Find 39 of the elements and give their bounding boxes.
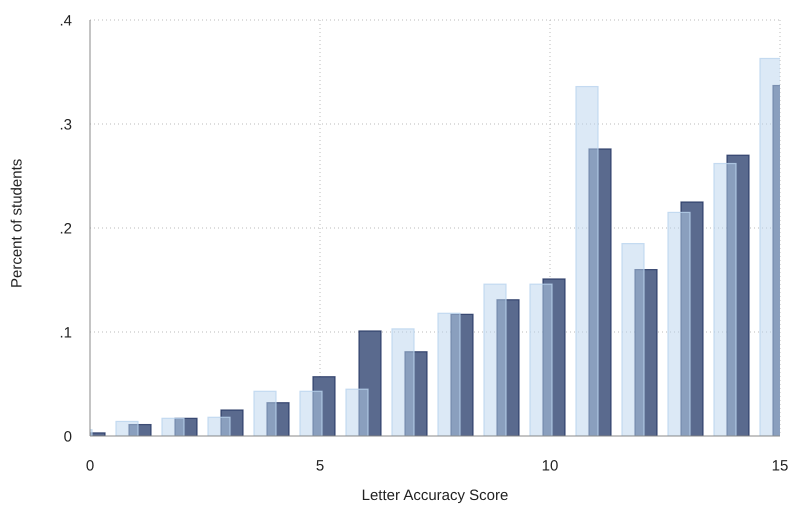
bar	[588, 148, 612, 436]
bar	[115, 420, 139, 436]
bar	[634, 269, 658, 436]
x-tick-label: 0	[86, 458, 94, 475]
bar	[253, 390, 277, 436]
bar	[496, 299, 520, 436]
bar	[266, 402, 290, 436]
bar	[529, 284, 553, 436]
bar	[575, 86, 599, 436]
bar	[207, 416, 231, 436]
bar	[621, 243, 645, 436]
bar	[483, 284, 507, 436]
bar	[713, 162, 737, 436]
x-tick-label: 10	[542, 458, 558, 475]
bar	[161, 418, 185, 436]
y-tick-label: .4	[59, 12, 72, 30]
bar	[391, 328, 415, 436]
x-tick-label: 5	[316, 458, 324, 475]
bar	[726, 154, 750, 436]
y-axis-title: Percent of students	[8, 158, 26, 288]
bar	[667, 212, 691, 436]
bar	[437, 312, 461, 436]
y-tick-label: .3	[59, 116, 72, 134]
bar	[128, 424, 152, 436]
bar	[312, 376, 336, 436]
bar	[358, 330, 382, 436]
x-tick-label: 15	[772, 458, 788, 475]
bar	[299, 390, 323, 436]
bar	[680, 201, 704, 436]
bar	[174, 418, 198, 436]
y-tick-label: .2	[59, 220, 72, 238]
bar	[345, 388, 369, 436]
y-tick-label: 0	[64, 428, 72, 446]
bar	[404, 351, 428, 436]
bar	[450, 314, 474, 436]
bar	[542, 278, 566, 436]
bar	[220, 409, 244, 436]
x-axis-title: Letter Accuracy Score	[362, 487, 508, 504]
y-tick-label: .1	[59, 324, 72, 342]
